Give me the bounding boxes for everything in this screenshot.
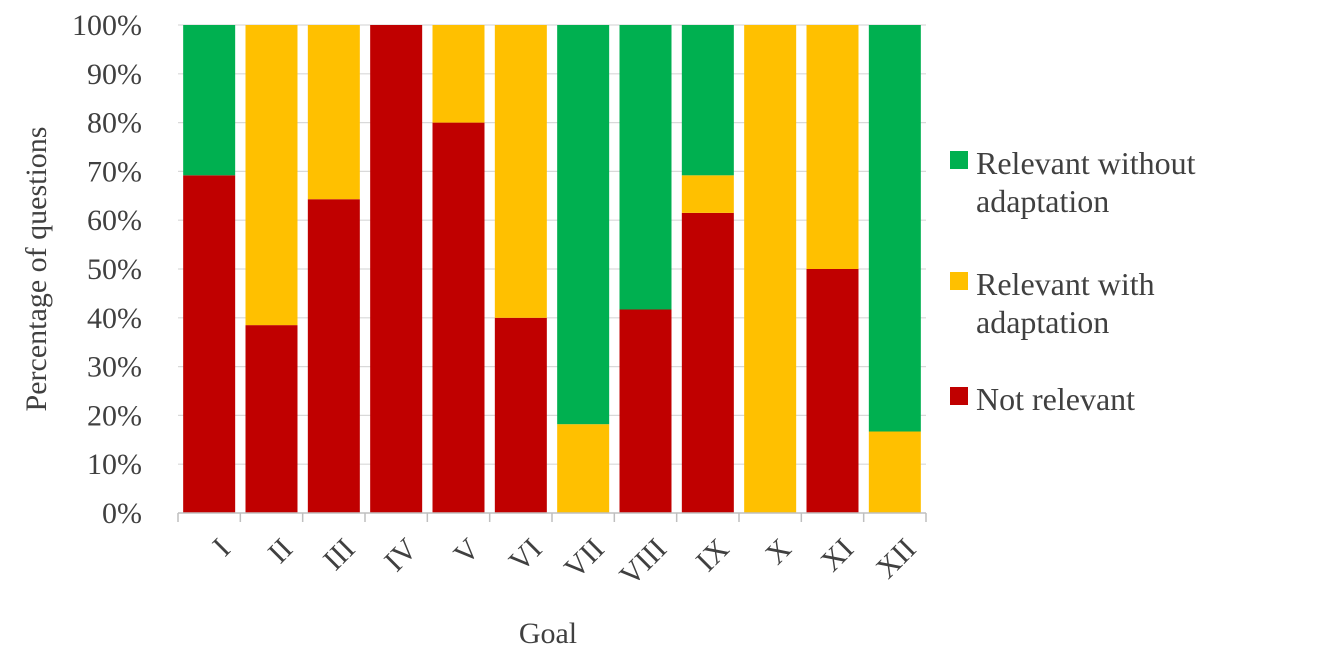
x-axis xyxy=(177,512,927,522)
y-tick-label: 70% xyxy=(87,155,142,188)
bar-segment xyxy=(370,25,423,513)
bar-segment xyxy=(557,424,610,513)
y-tick-label: 30% xyxy=(87,351,142,384)
bar-segment xyxy=(806,25,859,269)
x-tick-label: VII xyxy=(558,532,611,585)
bar-segment xyxy=(681,212,734,513)
x-tick-label: VIII xyxy=(613,532,673,592)
bar-segment xyxy=(432,25,485,123)
legend-label: Not relevant xyxy=(976,381,1135,417)
bar-segment xyxy=(619,309,672,513)
legend-label: adaptation xyxy=(976,183,1109,219)
y-tick-label: 100% xyxy=(72,9,142,42)
bar-segment xyxy=(494,25,547,318)
x-tick-label: III xyxy=(317,532,362,577)
legend-label: Relevant without xyxy=(976,145,1196,181)
y-tick-label: 50% xyxy=(87,253,142,286)
bar-segment xyxy=(868,431,921,513)
y-tick-label: 0% xyxy=(102,497,142,530)
bar-segment xyxy=(307,199,360,513)
bar-segment xyxy=(619,25,672,310)
bar-segment xyxy=(307,25,360,200)
x-tick-label: IX xyxy=(690,532,736,578)
x-tick-label: I xyxy=(206,532,236,562)
y-axis-title: Percentage of questions xyxy=(20,127,53,412)
legend-swatch xyxy=(950,151,968,169)
x-tick-label: V xyxy=(447,532,486,571)
y-tick-label: 10% xyxy=(87,448,142,481)
legend-label: adaptation xyxy=(976,304,1109,340)
y-tick-label: 60% xyxy=(87,204,142,237)
bar-segment xyxy=(744,25,797,513)
legend-swatch xyxy=(950,387,968,405)
x-tick-label: XII xyxy=(870,532,923,585)
x-tick-label: IV xyxy=(378,532,424,578)
bar-segment xyxy=(245,325,298,513)
bar-segment xyxy=(806,269,859,513)
bar-segment xyxy=(432,122,485,513)
x-tick-label: VI xyxy=(503,532,549,578)
bar-segment xyxy=(681,25,734,176)
x-tick-label: XI xyxy=(814,532,860,578)
gridlines xyxy=(178,24,926,465)
x-tick-label: X xyxy=(759,532,798,571)
bar-segment xyxy=(183,175,236,513)
y-tick-label: 80% xyxy=(87,107,142,140)
bar-segment xyxy=(681,175,734,213)
y-tick-label: 90% xyxy=(87,58,142,91)
y-tick-label: 20% xyxy=(87,399,142,432)
x-axis-title: Goal xyxy=(519,617,577,650)
legend-swatch xyxy=(950,272,968,290)
bar-segment xyxy=(557,25,610,425)
x-tick-label: II xyxy=(262,532,299,569)
bars xyxy=(183,25,921,513)
bar-segment xyxy=(245,25,298,326)
y-tick-labels: 0% 10% 20% 30% 40% 50% 60% 70% 80% 90% 100% xyxy=(72,9,142,530)
legend-label: Relevant with xyxy=(976,266,1155,302)
bar-segment xyxy=(183,25,236,176)
y-tick-label: 40% xyxy=(87,302,142,335)
bar-segment xyxy=(494,317,547,513)
x-tick-labels: I II III IV V VI VII VIII IX X XI XII xyxy=(206,532,922,592)
bar-segment xyxy=(868,25,921,432)
